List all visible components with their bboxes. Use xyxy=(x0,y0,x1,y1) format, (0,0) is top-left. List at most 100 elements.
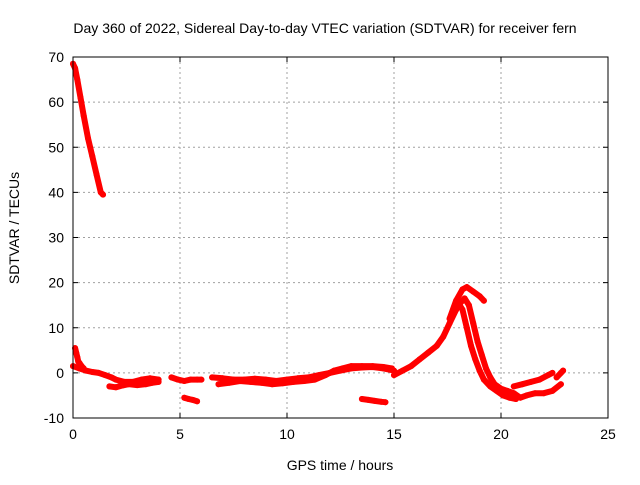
data-point xyxy=(269,381,275,388)
data-point xyxy=(301,378,308,384)
series-evening-upper xyxy=(446,284,487,322)
data-point xyxy=(519,381,526,388)
data-point xyxy=(365,396,372,403)
data-point xyxy=(125,381,132,388)
data-point xyxy=(425,349,432,356)
data-layer xyxy=(70,60,567,406)
data-point xyxy=(155,378,162,385)
data-point xyxy=(455,299,462,306)
data-point xyxy=(290,378,297,385)
data-point xyxy=(226,379,233,386)
data-point xyxy=(194,376,201,383)
data-point xyxy=(493,387,500,394)
data-point xyxy=(483,365,489,372)
data-point xyxy=(433,342,440,349)
data-point xyxy=(388,365,395,372)
data-point xyxy=(77,94,84,101)
y-tick-label: 60 xyxy=(48,94,64,110)
data-point xyxy=(470,288,477,295)
data-point xyxy=(465,302,472,309)
data-point xyxy=(72,65,79,72)
data-point xyxy=(371,397,378,404)
data-point xyxy=(339,365,346,372)
data-point xyxy=(446,320,453,327)
data-point xyxy=(74,354,81,361)
series-mid-lower xyxy=(215,363,395,388)
series-line xyxy=(70,60,106,198)
data-point xyxy=(142,381,149,388)
data-point xyxy=(391,372,397,379)
data-point xyxy=(174,376,181,383)
data-point xyxy=(209,374,216,381)
data-point xyxy=(557,381,564,388)
data-point xyxy=(322,372,329,379)
x-axis-label: GPS time / hours xyxy=(287,457,394,473)
data-point xyxy=(348,363,355,370)
data-point xyxy=(468,342,474,349)
data-point xyxy=(478,351,485,358)
data-point xyxy=(149,379,156,386)
data-point xyxy=(450,304,457,311)
data-point xyxy=(80,112,87,119)
data-point xyxy=(219,375,226,382)
data-point xyxy=(102,372,109,379)
data-point xyxy=(446,315,453,322)
data-point xyxy=(476,367,483,374)
data-point xyxy=(236,378,243,384)
data-point xyxy=(76,365,83,372)
data-point xyxy=(181,378,188,384)
data-point xyxy=(85,135,91,142)
grid-layer xyxy=(73,57,608,418)
data-point xyxy=(311,376,318,383)
data-point xyxy=(134,382,141,389)
data-point xyxy=(247,378,254,385)
data-point xyxy=(215,381,222,388)
series-late-segment xyxy=(510,369,556,390)
data-point xyxy=(138,376,145,383)
x-tick-label: 25 xyxy=(600,426,616,442)
data-point xyxy=(528,378,534,385)
y-tick-label: 10 xyxy=(48,320,64,336)
data-point xyxy=(463,284,470,291)
data-point xyxy=(487,383,494,390)
series-evening-rise xyxy=(391,295,564,401)
data-point xyxy=(187,376,194,383)
data-point xyxy=(399,367,406,374)
x-tick-label: 20 xyxy=(493,426,509,442)
series-mid-offset xyxy=(358,396,389,406)
data-point xyxy=(536,376,543,383)
x-tick-label: 0 xyxy=(69,426,77,442)
data-point xyxy=(472,356,479,363)
data-point xyxy=(73,349,80,356)
x-tick-label: 10 xyxy=(279,426,295,442)
data-point xyxy=(553,374,560,381)
data-point xyxy=(540,390,547,397)
y-tick-label: 70 xyxy=(48,49,64,65)
data-point xyxy=(100,191,106,198)
data-point xyxy=(369,363,376,370)
data-point xyxy=(470,320,477,327)
data-point xyxy=(500,392,507,399)
data-point xyxy=(93,171,100,178)
data-point xyxy=(523,392,530,399)
data-point xyxy=(72,345,79,352)
data-point xyxy=(549,387,556,394)
data-point xyxy=(440,333,447,340)
data-point xyxy=(549,369,556,376)
tick-layer: 0 5 10 15 20 25 -10 0 10 20 30 40 50 60 70 xyxy=(44,49,616,442)
data-point xyxy=(510,390,517,397)
series-segment-5-lower xyxy=(181,394,201,405)
data-point xyxy=(112,384,119,391)
data-point xyxy=(513,396,519,402)
data-point xyxy=(74,76,81,83)
series-steep-decline xyxy=(70,60,106,198)
data-point xyxy=(510,383,517,390)
data-point xyxy=(461,295,468,302)
chart-title: Day 360 of 2022, Sidereal Day-to-day VTE… xyxy=(73,20,576,36)
data-point xyxy=(474,338,481,345)
series-late-end xyxy=(553,367,567,381)
data-point xyxy=(382,399,389,406)
